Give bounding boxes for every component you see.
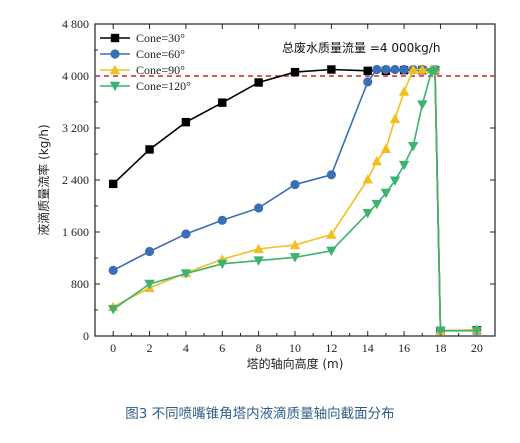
data-point xyxy=(218,98,227,107)
x-tick-label: 14 xyxy=(362,341,374,355)
legend-label: Cone=30° xyxy=(136,31,185,45)
series-group xyxy=(108,65,482,335)
series-line xyxy=(112,69,477,332)
x-tick-label: 0 xyxy=(110,341,116,355)
data-point xyxy=(399,64,409,75)
legend-marker xyxy=(109,64,121,75)
y-tick-label: 2 400 xyxy=(62,173,89,187)
legend: Cone=30° Cone=60° Cone=90° Cone=120° xyxy=(100,31,191,93)
x-tick-label: 10 xyxy=(289,341,301,355)
data-point xyxy=(398,160,410,171)
x-tick-label: 6 xyxy=(219,341,225,355)
data-point xyxy=(363,66,372,75)
data-point xyxy=(435,326,446,336)
data-point xyxy=(362,208,373,219)
data-point xyxy=(429,66,441,76)
data-point xyxy=(217,259,228,270)
legend-marker xyxy=(110,49,120,59)
x-tick-label: 2 xyxy=(147,341,153,355)
data-point xyxy=(390,64,400,75)
y-tick-label: 4 000 xyxy=(62,69,89,83)
x-tick-label: 8 xyxy=(256,341,262,355)
x-tick-label: 12 xyxy=(325,341,337,355)
data-point xyxy=(363,77,373,87)
y-tick-label: 3 200 xyxy=(62,121,89,135)
legend-label: Cone=60° xyxy=(136,47,185,61)
data-point xyxy=(145,145,154,154)
figure-caption: 图3 不同喷嘴锥角塔内液滴质量轴向截面分布 xyxy=(125,406,395,422)
data-point xyxy=(253,243,264,254)
x-tick-label: 16 xyxy=(398,341,410,355)
series-group xyxy=(108,64,482,336)
y-tick-label: 4 800 xyxy=(62,17,89,31)
data-point xyxy=(326,246,337,257)
data-point xyxy=(254,203,264,213)
series-layer xyxy=(107,64,483,336)
data-point xyxy=(471,326,483,336)
data-point xyxy=(362,174,373,184)
legend-marker xyxy=(110,33,120,43)
data-point xyxy=(380,188,392,199)
legend-label: Cone=90° xyxy=(136,63,185,77)
y-tick-label: 1 600 xyxy=(62,225,89,239)
x-axis-title: 塔的轴向高度 (m) xyxy=(247,356,344,371)
data-point xyxy=(253,256,264,266)
data-point xyxy=(381,64,391,75)
data-point xyxy=(144,279,155,290)
data-point xyxy=(389,113,401,124)
data-point xyxy=(417,100,428,110)
y-axis-title: 液滴质量流率 (kg/h) xyxy=(36,124,51,235)
data-point xyxy=(371,199,383,210)
data-point xyxy=(326,170,336,180)
data-point xyxy=(107,305,119,315)
data-point xyxy=(144,246,155,257)
data-point xyxy=(407,142,419,152)
data-point xyxy=(289,253,301,263)
x-tick-label: 18 xyxy=(434,341,446,355)
y-tick-label: 0 xyxy=(83,329,89,343)
data-point xyxy=(398,86,410,96)
data-point xyxy=(371,155,383,166)
data-point xyxy=(327,65,336,74)
data-point xyxy=(217,215,227,225)
data-point xyxy=(181,117,191,127)
data-point xyxy=(290,67,300,77)
data-point xyxy=(181,229,191,239)
data-point xyxy=(380,143,392,153)
y-tick-label: 800 xyxy=(71,277,89,291)
data-point xyxy=(180,269,192,279)
data-point xyxy=(108,265,118,275)
series-group xyxy=(107,66,483,336)
data-point xyxy=(254,78,263,87)
x-tick-label: 4 xyxy=(183,341,189,355)
data-point xyxy=(389,176,401,186)
legend-marker xyxy=(109,81,121,92)
x-tick-label: 20 xyxy=(471,341,483,355)
data-point xyxy=(372,64,382,75)
total-flow-annotation: 总废水质量流量 =4 000kg/h xyxy=(282,40,440,55)
data-point xyxy=(326,229,337,239)
chart: 0 800 1 600 2 400 3 200 4 000 4 800 0 2 4 6 8 10 12 1… xyxy=(36,17,496,371)
x-axis: 0 2 4 6 8 10 12 14 16 18 20 xyxy=(110,24,483,355)
data-point xyxy=(289,239,301,250)
series-group xyxy=(107,64,483,335)
data-point xyxy=(108,179,118,189)
y-axis: 0 800 1 600 2 400 3 200 4 000 4 800 xyxy=(62,17,495,343)
data-point xyxy=(417,64,428,74)
legend-label: Cone=120° xyxy=(136,79,191,93)
data-point xyxy=(290,179,300,190)
data-point xyxy=(407,64,419,74)
